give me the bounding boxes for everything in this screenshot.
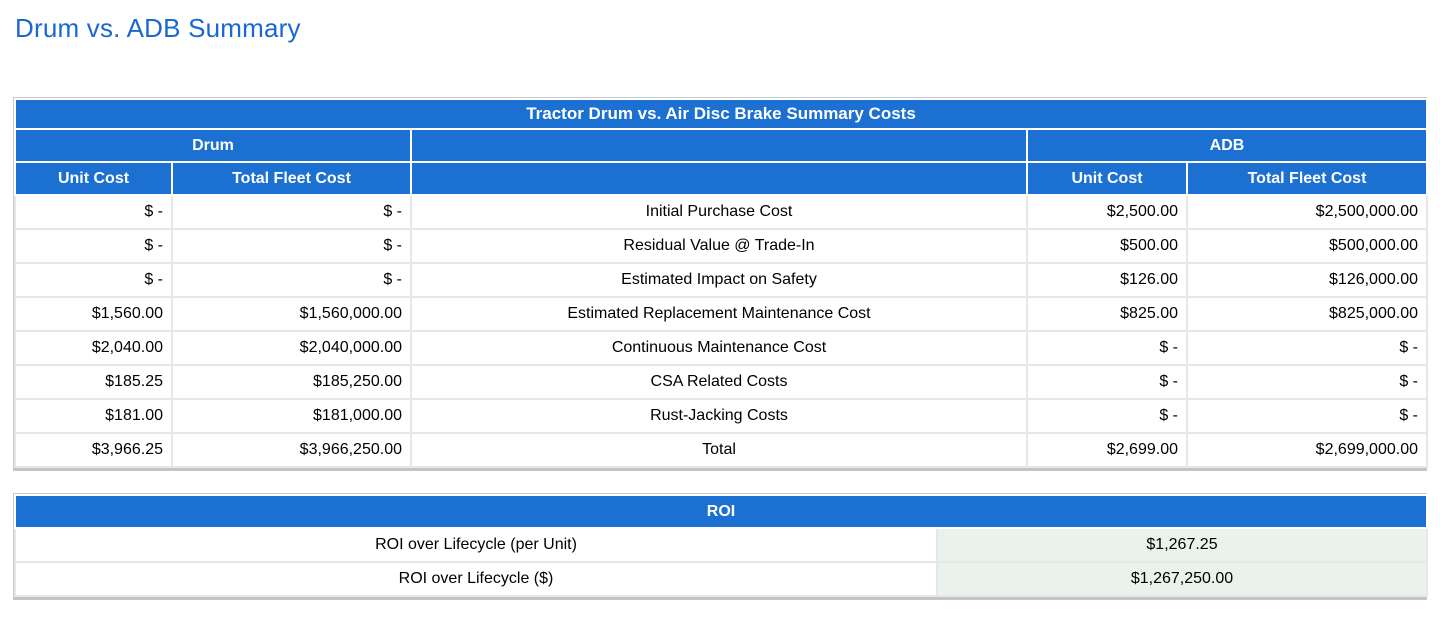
- summary-table: Tractor Drum vs. Air Disc Brake Summary …: [14, 98, 1428, 468]
- summary-table-frame: Tractor Drum vs. Air Disc Brake Summary …: [13, 97, 1428, 471]
- drum-unit-cost-cell: $ -: [14, 262, 173, 298]
- adb-unit-cost-cell: $ -: [1026, 398, 1188, 434]
- adb-unit-cost-cell: $ -: [1026, 364, 1188, 400]
- item-label-cell: Continuous Maintenance Cost: [410, 330, 1028, 366]
- adb-fleet-cost-cell: $500,000.00: [1186, 228, 1428, 264]
- item-label-cell: Rust-Jacking Costs: [410, 398, 1028, 434]
- adb-total-fleet-cost-header: Total Fleet Cost: [1186, 161, 1428, 196]
- adb-fleet-cost-cell: $126,000.00: [1186, 262, 1428, 298]
- column-header-row: Unit Cost Total Fleet Cost Unit Cost Tot…: [14, 161, 1428, 196]
- roi-title-row: ROI: [13, 494, 1429, 529]
- drum-unit-cost-cell: $181.00: [14, 398, 173, 434]
- adb-unit-cost-cell: $500.00: [1026, 228, 1188, 264]
- drum-fleet-cost-cell: $ -: [171, 262, 412, 298]
- item-label-cell: Initial Purchase Cost: [410, 194, 1028, 230]
- drum-fleet-cost-cell: $185,250.00: [171, 364, 412, 400]
- table-row: $ - $ - Estimated Impact on Safety $126.…: [14, 262, 1428, 298]
- empty-group-header-cell: [410, 128, 1028, 163]
- adb-unit-cost-cell: $825.00: [1026, 296, 1188, 332]
- table-row: $2,040.00 $2,040,000.00 Continuous Maint…: [14, 330, 1428, 366]
- adb-fleet-cost-cell: $825,000.00: [1186, 296, 1428, 332]
- drum-fleet-cost-cell: $3,966,250.00: [171, 432, 412, 468]
- adb-fleet-cost-cell: $ -: [1186, 330, 1428, 366]
- adb-fleet-cost-cell: $ -: [1186, 398, 1428, 434]
- roi-label-cell: ROI over Lifecycle ($): [14, 561, 938, 597]
- page-title: Drum vs. ADB Summary: [15, 13, 301, 43]
- empty-column-header-cell: [410, 161, 1028, 196]
- drum-group-header: Drum: [14, 128, 412, 163]
- drum-unit-cost-header: Unit Cost: [14, 161, 173, 196]
- drum-fleet-cost-cell: $ -: [171, 228, 412, 264]
- adb-unit-cost-cell: $2,699.00: [1026, 432, 1188, 468]
- roi-value-cell: $1,267,250.00: [935, 561, 1429, 597]
- adb-fleet-cost-cell: $2,500,000.00: [1186, 194, 1428, 230]
- adb-fleet-cost-cell: $2,699,000.00: [1186, 432, 1428, 468]
- drum-unit-cost-cell: $185.25: [14, 364, 173, 400]
- adb-unit-cost-cell: $ -: [1026, 330, 1188, 366]
- roi-table-frame: ROI ROI over Lifecycle (per Unit) $1,267…: [13, 493, 1429, 600]
- table-row: $1,560.00 $1,560,000.00 Estimated Replac…: [14, 296, 1428, 332]
- drum-fleet-cost-cell: $2,040,000.00: [171, 330, 412, 366]
- item-label-cell: CSA Related Costs: [410, 364, 1028, 400]
- adb-unit-cost-header: Unit Cost: [1026, 161, 1188, 196]
- item-label-cell: Estimated Impact on Safety: [410, 262, 1028, 298]
- adb-group-header: ADB: [1026, 128, 1428, 163]
- roi-table-title: ROI: [13, 494, 1429, 529]
- drum-unit-cost-cell: $1,560.00: [14, 296, 173, 332]
- drum-unit-cost-cell: $3,966.25: [14, 432, 173, 468]
- drum-unit-cost-cell: $ -: [14, 228, 173, 264]
- group-header-row: Drum ADB: [14, 128, 1428, 163]
- roi-value-cell: $1,267.25: [935, 527, 1429, 563]
- adb-unit-cost-cell: $126.00: [1026, 262, 1188, 298]
- roi-table: ROI ROI over Lifecycle (per Unit) $1,267…: [13, 494, 1429, 597]
- drum-total-fleet-cost-header: Total Fleet Cost: [171, 161, 412, 196]
- table-row: $185.25 $185,250.00 CSA Related Costs $ …: [14, 364, 1428, 400]
- item-label-cell: Total: [410, 432, 1028, 468]
- drum-fleet-cost-cell: $181,000.00: [171, 398, 412, 434]
- table-row: $181.00 $181,000.00 Rust-Jacking Costs $…: [14, 398, 1428, 434]
- table-row: $ - $ - Initial Purchase Cost $2,500.00 …: [14, 194, 1428, 230]
- item-label-cell: Estimated Replacement Maintenance Cost: [410, 296, 1028, 332]
- adb-unit-cost-cell: $2,500.00: [1026, 194, 1188, 230]
- drum-unit-cost-cell: $2,040.00: [14, 330, 173, 366]
- roi-label-cell: ROI over Lifecycle (per Unit): [14, 527, 938, 563]
- roi-row: ROI over Lifecycle (per Unit) $1,267.25: [14, 527, 1429, 563]
- summary-title-row: Tractor Drum vs. Air Disc Brake Summary …: [14, 98, 1428, 130]
- drum-fleet-cost-cell: $ -: [171, 194, 412, 230]
- roi-row: ROI over Lifecycle ($) $1,267,250.00: [14, 561, 1429, 597]
- adb-fleet-cost-cell: $ -: [1186, 364, 1428, 400]
- table-row-total: $3,966.25 $3,966,250.00 Total $2,699.00 …: [14, 432, 1428, 468]
- drum-fleet-cost-cell: $1,560,000.00: [171, 296, 412, 332]
- summary-table-title: Tractor Drum vs. Air Disc Brake Summary …: [14, 98, 1428, 130]
- item-label-cell: Residual Value @ Trade-In: [410, 228, 1028, 264]
- table-row: $ - $ - Residual Value @ Trade-In $500.0…: [14, 228, 1428, 264]
- drum-unit-cost-cell: $ -: [14, 194, 173, 230]
